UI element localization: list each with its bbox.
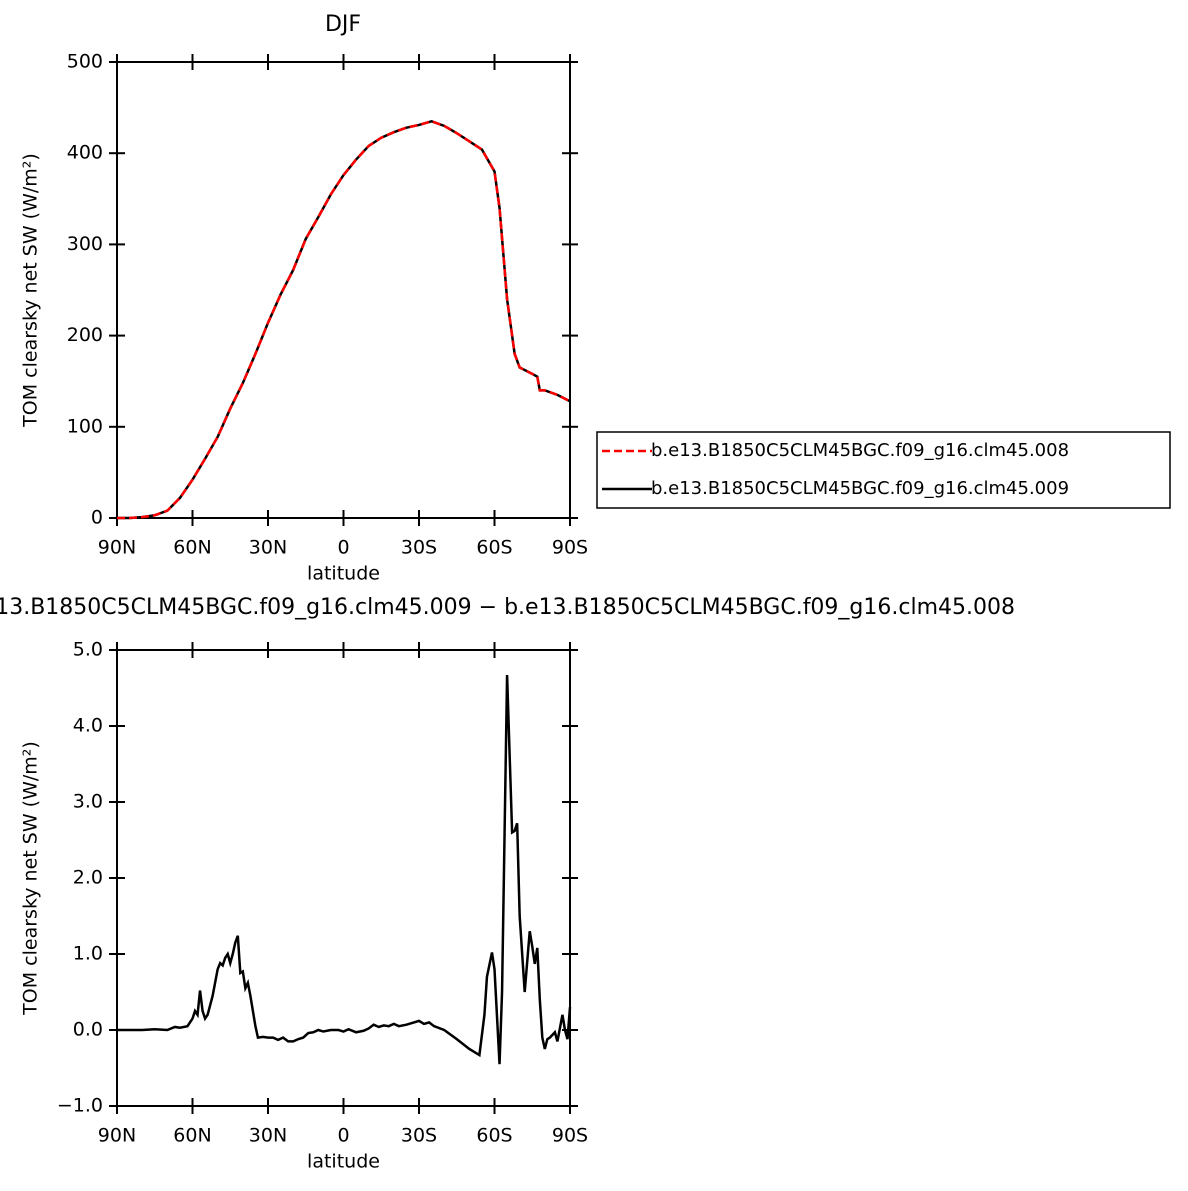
x-tick-label: 0 bbox=[337, 1125, 349, 1147]
y-tick-label: −1.0 bbox=[57, 1095, 103, 1117]
x-tick-label: 30S bbox=[401, 537, 437, 559]
y-axis-label: TOM clearsky net SW (W/m²) bbox=[20, 741, 42, 1016]
x-tick-label: 0 bbox=[337, 537, 349, 559]
y-axis-label: TOM clearsky net SW (W/m²) bbox=[20, 153, 42, 428]
plot-frame bbox=[116, 61, 571, 519]
x-tick-label: 90S bbox=[552, 1125, 588, 1147]
y-tick-label: 2.0 bbox=[73, 867, 103, 889]
y-tick-label: 400 bbox=[67, 142, 103, 164]
x-tick-label: 90N bbox=[98, 537, 136, 559]
y-tick-label: 1.0 bbox=[73, 943, 103, 965]
y-tick-label: 500 bbox=[67, 51, 103, 73]
y-tick-label: 3.0 bbox=[73, 791, 103, 813]
x-tick-label: 60N bbox=[173, 1125, 211, 1147]
chart-title: b.e13.B1850C5CLM45BGC.f09_g16.clm45.009 … bbox=[0, 595, 1015, 620]
y-tick-label: 100 bbox=[67, 415, 103, 437]
y-tick-label: 5.0 bbox=[73, 639, 103, 661]
x-tick-label: 90S bbox=[552, 537, 588, 559]
x-tick-label: 30S bbox=[401, 1125, 437, 1147]
legend-box bbox=[596, 431, 1171, 509]
x-tick-label: 60S bbox=[476, 537, 512, 559]
legend-label: b.e13.B1850C5CLM45BGC.f09_g16.clm45.009 bbox=[651, 478, 1069, 499]
x-axis-label: latitude bbox=[307, 563, 380, 585]
series-line bbox=[117, 119, 571, 520]
series-line bbox=[117, 675, 572, 1065]
plot-frame bbox=[116, 649, 571, 1107]
x-axis-label: latitude bbox=[307, 1151, 380, 1173]
chart-title: DJF bbox=[325, 12, 361, 37]
x-tick-label: 30N bbox=[249, 1125, 287, 1147]
y-tick-label: 0.0 bbox=[73, 1019, 103, 1041]
legend-label: b.e13.B1850C5CLM45BGC.f09_g16.clm45.008 bbox=[651, 440, 1069, 461]
y-tick-label: 200 bbox=[67, 324, 103, 346]
x-tick-label: 90N bbox=[98, 1125, 136, 1147]
y-tick-label: 300 bbox=[67, 233, 103, 255]
x-tick-label: 60N bbox=[173, 537, 211, 559]
x-tick-label: 30N bbox=[249, 537, 287, 559]
series-line bbox=[117, 119, 571, 520]
y-tick-label: 4.0 bbox=[73, 715, 103, 737]
x-tick-label: 60S bbox=[476, 1125, 512, 1147]
y-tick-label: 0 bbox=[91, 507, 103, 529]
